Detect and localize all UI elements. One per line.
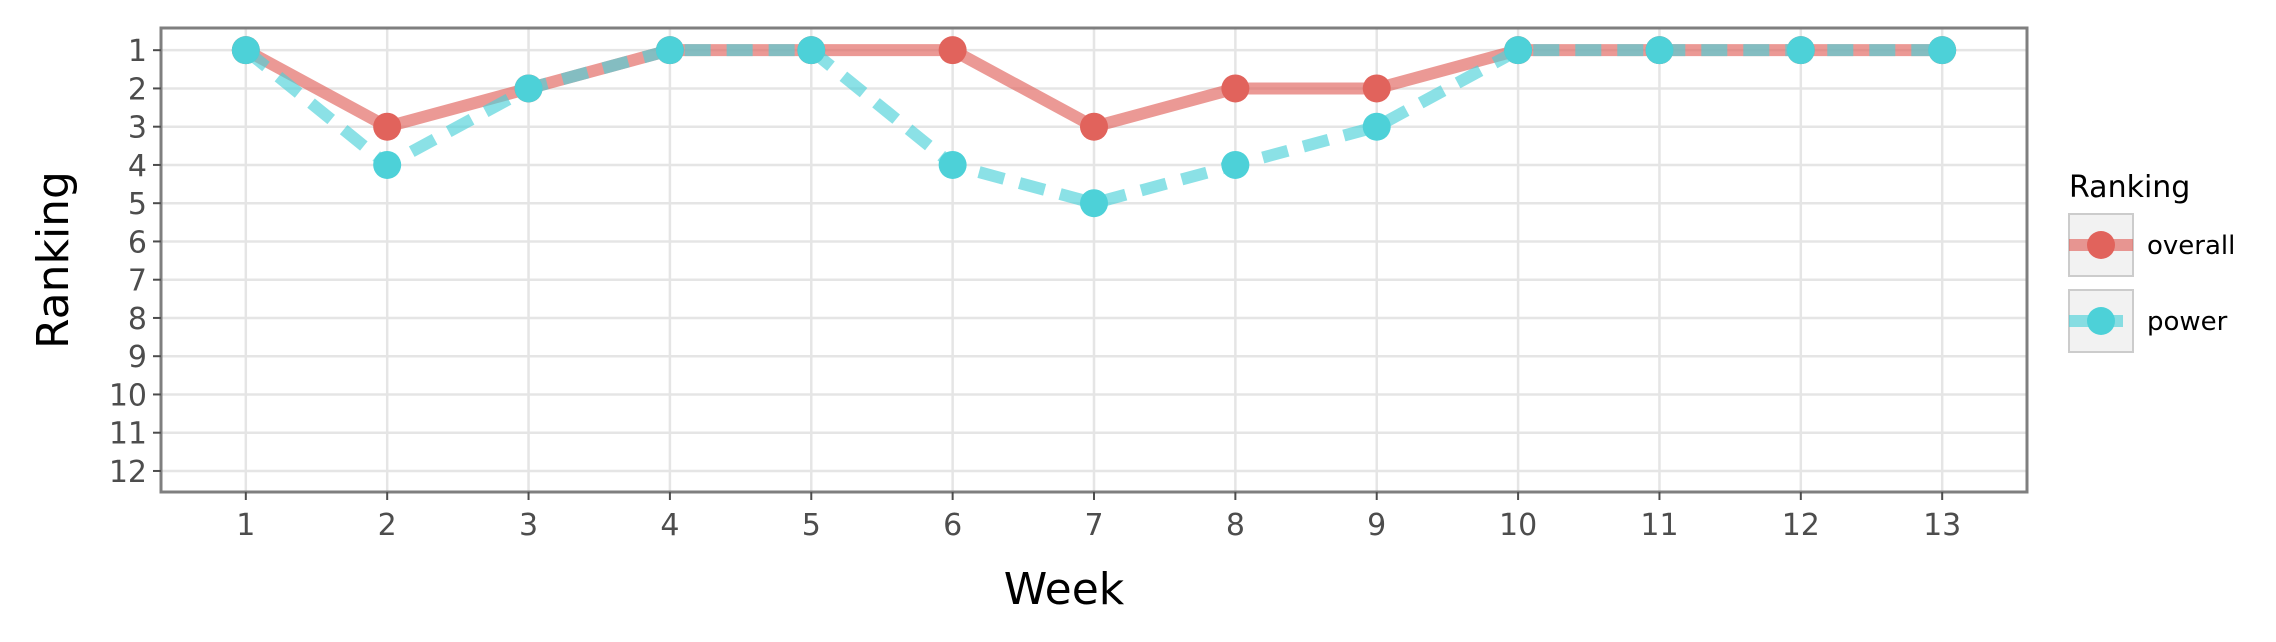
y-tick-label: 8 <box>128 302 147 337</box>
x-tick-label: 5 <box>802 508 821 543</box>
x-tick-label: 13 <box>1923 508 1961 543</box>
data-point-overall <box>938 36 967 65</box>
legend-label: power <box>2147 307 2228 337</box>
data-point-power <box>1080 189 1108 218</box>
x-tick-label: 10 <box>1499 508 1537 543</box>
data-point-power <box>373 150 402 179</box>
x-tick-label: 8 <box>1226 508 1245 543</box>
data-point-power <box>231 36 260 65</box>
y-tick-label: 4 <box>128 149 147 184</box>
y-tick-label: 6 <box>128 225 147 260</box>
data-point-power <box>938 150 967 179</box>
y-axis-title: Ranking <box>28 171 79 349</box>
data-point-power <box>1504 36 1533 65</box>
y-tick-label: 5 <box>128 187 147 222</box>
legend-title: Ranking <box>2069 170 2190 205</box>
series-power <box>231 36 1957 218</box>
data-point-power <box>655 36 684 65</box>
data-point-power <box>797 36 826 65</box>
y-tick-label: 9 <box>128 340 147 375</box>
y-tick-label: 1 <box>128 34 147 69</box>
y-tick-label: 3 <box>128 111 147 146</box>
data-point-power <box>514 74 543 103</box>
data-point-overall <box>1080 112 1108 141</box>
legend-item-power: power <box>2068 289 2228 353</box>
x-tick-label: 12 <box>1782 508 1820 543</box>
data-point-overall <box>1362 74 1391 103</box>
grid-lines <box>161 28 2027 492</box>
x-tick-label: 7 <box>1084 508 1103 543</box>
series-lines <box>231 36 1957 218</box>
x-tick-label: 3 <box>519 508 538 543</box>
x-tick-label: 2 <box>378 508 397 543</box>
legend-item-overall: overall <box>2068 213 2235 277</box>
data-point-power <box>1362 112 1391 141</box>
y-tick-label: 12 <box>109 455 147 490</box>
x-tick-label: 1 <box>236 508 255 543</box>
data-point-power <box>1786 36 1815 65</box>
y-tick-label: 2 <box>128 72 147 107</box>
legend-items: overall power <box>2068 213 2235 353</box>
x-tick-label: 9 <box>1367 508 1386 543</box>
data-point-power <box>1221 150 1250 179</box>
data-point-power <box>1645 36 1674 65</box>
y-tick-label: 7 <box>128 264 147 299</box>
legend: Ranking overall power <box>2068 170 2235 353</box>
y-tick-label: 11 <box>109 417 147 452</box>
legend-key-marker <box>2087 231 2115 259</box>
data-point-overall <box>373 112 402 141</box>
x-tick-label: 6 <box>943 508 962 543</box>
x-tick-label: 11 <box>1640 508 1678 543</box>
data-point-power <box>1928 36 1957 65</box>
data-point-overall <box>1221 74 1250 103</box>
legend-key-marker <box>2087 307 2115 335</box>
x-axis-title: Week <box>1004 564 1125 615</box>
y-tick-label: 10 <box>109 378 147 413</box>
x-tick-label: 4 <box>660 508 679 543</box>
legend-label: overall <box>2147 231 2235 261</box>
